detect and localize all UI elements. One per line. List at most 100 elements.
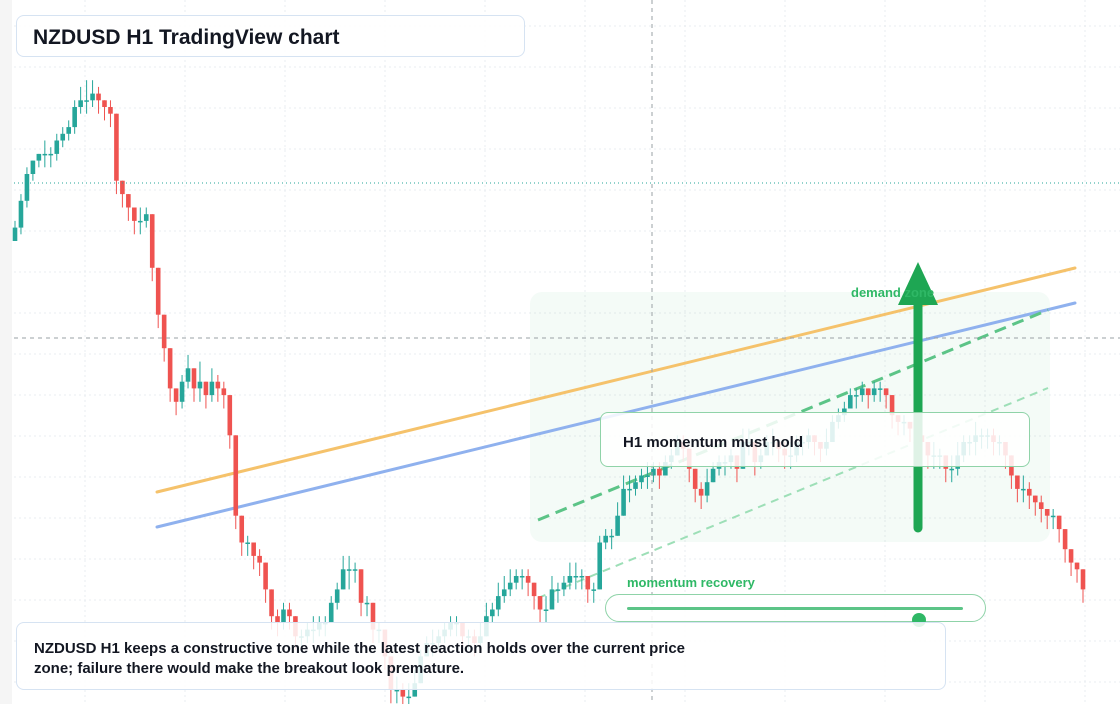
candle-bullish bbox=[555, 589, 561, 591]
candle-bullish bbox=[842, 408, 847, 416]
candle-bearish bbox=[96, 93, 101, 101]
candle-bearish bbox=[239, 515, 245, 543]
candle-bullish bbox=[364, 602, 370, 605]
candle-bullish bbox=[549, 589, 555, 610]
candle-bearish bbox=[257, 555, 262, 563]
candle-bearish bbox=[221, 388, 227, 396]
demand-zone-label: demand zone bbox=[851, 285, 935, 300]
chart-title: NZDUSD H1 TradingView chart bbox=[33, 26, 340, 49]
candle-bearish bbox=[1044, 509, 1050, 516]
candle-bearish bbox=[132, 207, 137, 221]
candle-bearish bbox=[692, 468, 698, 489]
candle-bearish bbox=[203, 381, 209, 396]
candle-bullish bbox=[633, 482, 638, 489]
candle-bullish bbox=[12, 227, 18, 241]
candle-bullish bbox=[90, 93, 95, 101]
candle-bullish bbox=[185, 368, 191, 382]
candle-bullish bbox=[54, 140, 60, 154]
recovery-label: momentum recovery bbox=[627, 575, 755, 590]
candle-bullish bbox=[663, 462, 668, 476]
candle-bullish bbox=[949, 468, 955, 471]
candle-bullish bbox=[573, 576, 579, 578]
candle-bullish bbox=[84, 100, 89, 102]
candle-bullish bbox=[513, 576, 519, 583]
candle-bearish bbox=[1015, 475, 1020, 489]
candle-bullish bbox=[66, 127, 71, 134]
candle-bullish bbox=[18, 200, 24, 228]
candle-bearish bbox=[114, 113, 119, 181]
candle-bullish bbox=[1021, 488, 1026, 491]
candle-bearish bbox=[108, 107, 113, 114]
candle-bullish bbox=[859, 388, 865, 396]
candle-bullish bbox=[609, 535, 614, 538]
candle-bearish bbox=[233, 435, 239, 516]
candle-bearish bbox=[215, 381, 221, 389]
candle-bullish bbox=[597, 542, 603, 590]
candle-bullish bbox=[346, 569, 352, 571]
candle-bullish bbox=[567, 576, 573, 583]
candle-bullish bbox=[72, 107, 77, 128]
candle-bullish bbox=[710, 468, 716, 483]
candle-bearish bbox=[102, 100, 107, 107]
candle-bullish bbox=[621, 488, 626, 516]
candle-bullish bbox=[340, 569, 346, 590]
candle-bullish bbox=[406, 696, 412, 699]
candle-bullish bbox=[579, 576, 585, 578]
candle-bullish bbox=[490, 609, 495, 617]
candle-bearish bbox=[155, 267, 161, 315]
candle-bearish bbox=[358, 569, 364, 603]
candle-bullish bbox=[78, 100, 83, 107]
candle-bullish bbox=[143, 214, 149, 221]
candle-bullish bbox=[704, 482, 710, 496]
candle-bullish bbox=[627, 488, 632, 491]
candle-bullish bbox=[328, 602, 334, 623]
candle-bearish bbox=[1038, 502, 1044, 509]
candle-bearish bbox=[657, 468, 662, 476]
candle-bearish bbox=[161, 314, 167, 349]
candle-bearish bbox=[1074, 562, 1080, 570]
candle-bullish bbox=[645, 475, 650, 477]
candle-bullish bbox=[281, 609, 286, 623]
chart-left-edge bbox=[0, 0, 12, 704]
candle-bullish bbox=[36, 153, 42, 161]
candle-bullish bbox=[519, 576, 525, 578]
candle-bullish bbox=[209, 381, 215, 396]
candle-bearish bbox=[1056, 515, 1062, 530]
candle-bearish bbox=[400, 689, 406, 697]
candle-bearish bbox=[149, 214, 155, 268]
candle-bullish bbox=[603, 535, 608, 543]
candle-bearish bbox=[525, 576, 531, 583]
summary-text: NZDUSD H1 keeps a constructive tone whil… bbox=[34, 640, 686, 677]
candle-bullish bbox=[651, 468, 656, 476]
candle-bullish bbox=[394, 689, 400, 692]
candle-bearish bbox=[531, 582, 537, 597]
candle-bearish bbox=[698, 488, 704, 496]
candle-bullish bbox=[877, 388, 883, 390]
candle-bullish bbox=[42, 153, 48, 156]
candle-bearish bbox=[1027, 488, 1032, 496]
candle-bearish bbox=[889, 395, 895, 416]
candle-bearish bbox=[173, 388, 179, 402]
candle-bearish bbox=[126, 194, 131, 208]
candle-bullish bbox=[561, 582, 567, 590]
candle-bullish bbox=[48, 153, 54, 156]
candle-bullish bbox=[543, 609, 549, 611]
candle-bearish bbox=[275, 616, 280, 623]
candle-bearish bbox=[585, 576, 591, 590]
candle-bullish bbox=[137, 220, 143, 223]
momentum-arrow-head bbox=[898, 262, 938, 305]
candle-bullish bbox=[615, 515, 620, 536]
candle-bearish bbox=[1032, 495, 1038, 503]
momentum-callout-text: H1 momentum must hold bbox=[623, 434, 804, 451]
green-faint-projection bbox=[537, 387, 1049, 599]
candle-bearish bbox=[883, 388, 889, 396]
candle-bearish bbox=[167, 348, 173, 389]
candle-bullish bbox=[507, 582, 513, 590]
summary-panel: NZDUSD H1 keeps a constructive tone whil… bbox=[16, 622, 946, 690]
candle-bullish bbox=[60, 133, 66, 141]
recovery-slider[interactable] bbox=[605, 594, 986, 627]
candle-bearish bbox=[1068, 549, 1074, 563]
candle-bullish bbox=[179, 381, 185, 402]
candle-bearish bbox=[537, 596, 543, 610]
candle-bullish bbox=[352, 569, 358, 571]
